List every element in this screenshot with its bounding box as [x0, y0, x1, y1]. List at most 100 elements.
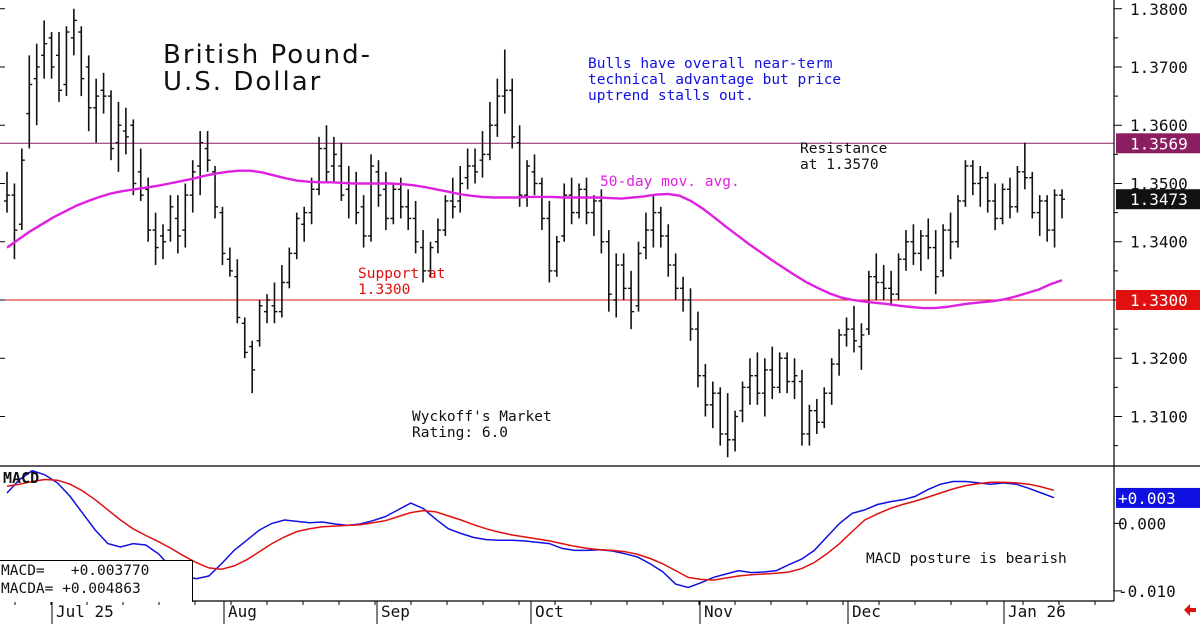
ohlc-bar [338, 142, 345, 201]
y-tick-label: 1.3500 [1130, 174, 1188, 193]
ohlc-bar [56, 32, 63, 102]
ohlc-bar [420, 230, 427, 283]
ohlc-bar [694, 311, 701, 388]
macd-value-tag: +0.003 [1116, 487, 1200, 508]
ohlc-bar [464, 148, 471, 190]
y-tick-label: 1.3100 [1130, 407, 1188, 426]
ohlc-bar [494, 78, 501, 137]
ohlc-bar [1029, 171, 1036, 219]
ohlc-bar [917, 230, 924, 271]
ohlc-bar [1006, 177, 1013, 219]
ohlc-bar [784, 352, 791, 394]
ohlc-bar [412, 200, 419, 254]
ohlc-bar [546, 200, 553, 283]
ohlc-bar [63, 26, 70, 97]
ohlc-bar [382, 171, 389, 231]
ohlc-bar [405, 189, 412, 231]
ohlc-bar [48, 32, 55, 79]
ohlc-bar [895, 253, 902, 300]
ohlc-bar [583, 177, 590, 225]
ohlc-bar [226, 247, 233, 277]
resistance-annotation: Resistance at 1.3570 [800, 141, 888, 174]
ohlc-bar [620, 253, 627, 300]
ohlc-bar [509, 78, 516, 149]
ohlc-bar [330, 136, 337, 184]
ohlc-bar [858, 323, 865, 370]
price-tag-box [1116, 289, 1200, 310]
ohlc-bar [41, 20, 48, 79]
ohlc-bar [234, 259, 241, 324]
ohlc-bar [732, 410, 739, 452]
ohlc-bar [78, 26, 85, 97]
outlook-annotation: Bulls have overall near-term technical a… [588, 56, 842, 105]
ohlc-bar [85, 55, 92, 132]
ohlc-bar [531, 154, 538, 196]
ohlc-bar [850, 305, 857, 353]
macd-value-tag-box [1116, 487, 1200, 508]
ohlc-bar [271, 282, 278, 324]
ohlc-bar [1044, 195, 1051, 242]
ohlc-bar [122, 107, 129, 155]
macd-readout-box [0, 560, 193, 602]
ohlc-bar [999, 183, 1006, 225]
ohlc-bar [1051, 189, 1058, 248]
ohlc-bar [256, 299, 263, 347]
ohlc-bar [1036, 195, 1043, 236]
price-tag-label: 1.3473 [1130, 190, 1188, 209]
ohlc-bar [182, 183, 189, 248]
price-panel [0, 8, 1114, 458]
y-tick-label: 1.3600 [1130, 116, 1188, 135]
ohlc-bar [152, 212, 159, 266]
ohlc-bar [26, 55, 33, 149]
moving-average-label: 50-day mov. avg. [600, 174, 740, 190]
ohlc-bar [1059, 189, 1065, 219]
x-tick-label: Oct [535, 602, 564, 621]
macd-y-tick-label: 0.000 [1118, 514, 1166, 533]
x-tick-label: Jul 25 [56, 602, 114, 621]
ohlc-bar [368, 154, 375, 242]
ohlc-bar [590, 195, 597, 236]
ohlc-bar [932, 230, 939, 295]
ohlc-bar [174, 195, 181, 254]
ohlc-bar [241, 317, 248, 359]
ohlc-bar [880, 265, 887, 300]
ohlc-bar [486, 101, 493, 161]
x-tick-label: Nov [704, 602, 733, 621]
ohlc-bar [984, 171, 991, 213]
ohlc-bar [553, 235, 560, 277]
ohlc-bar [11, 183, 18, 260]
ohlc-bar [353, 171, 360, 225]
ohlc-bar [769, 346, 776, 400]
price-tag: 1.3300 [1116, 289, 1200, 310]
left-arrow-icon[interactable] [1183, 603, 1197, 617]
ohlc-bar [278, 265, 285, 318]
ohlc-bar [70, 8, 77, 56]
ohlc-bar [672, 253, 679, 300]
ohlc-bar [635, 241, 642, 312]
ohlc-bar [197, 131, 204, 196]
ohlc-bar [650, 195, 657, 248]
ohlc-bar [457, 166, 464, 213]
ohlc-bar [516, 125, 523, 207]
ohlc-bar [93, 78, 100, 143]
ohlc-bar [791, 358, 798, 400]
x-tick-label: Aug [228, 602, 257, 621]
ohlc-bar [798, 369, 805, 446]
macd-readout-line: MACD= +0.003770 [1, 563, 150, 579]
ohlc-bar [442, 195, 449, 236]
ohlc-bar [204, 131, 211, 172]
macda-readout-line: MACDA= +0.004863 [1, 581, 141, 597]
price-tag-box [1116, 133, 1200, 154]
ohlc-bar [969, 160, 976, 196]
ohlc-bar [137, 148, 144, 201]
ohlc-bar [18, 148, 25, 231]
ohlc-bar [449, 177, 456, 219]
ohlc-bar [286, 247, 293, 289]
price-tag: 1.3473 [1116, 189, 1200, 210]
ohlc-bar [130, 119, 137, 196]
ohlc-bar [1014, 166, 1021, 213]
ohlc-bar [843, 317, 850, 347]
ohlc-bar [576, 183, 583, 219]
ohlc-bar [813, 399, 820, 434]
price-tag: 1.3569 [1116, 133, 1200, 154]
